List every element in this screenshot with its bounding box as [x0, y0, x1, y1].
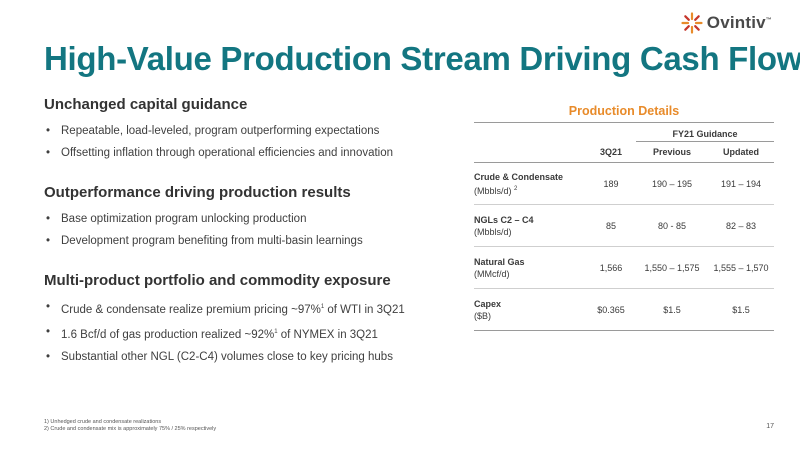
footnote-ref: 1	[274, 328, 278, 335]
cell-3q21: 1,566	[586, 246, 636, 289]
bullet-item: 1.6 Bcf/d of gas production realized ~92…	[44, 321, 454, 346]
row-label: Crude & Condensate (Mbbls/d) 2	[474, 162, 586, 205]
bullet-list: Base optimization program unlocking prod…	[44, 208, 454, 252]
cell-updated: $1.5	[708, 288, 774, 331]
bullet-item: Repeatable, load-leveled, program outper…	[44, 120, 454, 142]
section-heading: Multi-product portfolio and commodity ex…	[44, 272, 391, 289]
row-label: NGLs C2 – C4 (Mbbls/d)	[474, 204, 586, 247]
highlights-column: Unchanged capital guidance Repeatable, l…	[44, 96, 454, 388]
section-heading: Unchanged capital guidance	[44, 96, 248, 113]
header-blank	[474, 122, 586, 142]
bullet-list: Crude & condensate realize premium prici…	[44, 296, 454, 368]
footnotes: 1) Unhedged crude and condensate realiza…	[44, 419, 216, 433]
cell-3q21: 85	[586, 204, 636, 247]
bullet-item: Base optimization program unlocking prod…	[44, 208, 454, 230]
section-heading: Outperformance driving production result…	[44, 184, 351, 201]
row-label: Capex ($B)	[474, 288, 586, 331]
header-blank	[586, 122, 636, 142]
section-capital-guidance: Unchanged capital guidance Repeatable, l…	[44, 96, 454, 164]
table-row: Natural Gas (MMcf/d) 1,566 1,550 – 1,575 …	[474, 246, 774, 289]
bullet-item: Substantial other NGL (C2-C4) volumes cl…	[44, 346, 454, 368]
production-details-panel: Production Details FY21 Guidance 3Q21 Pr…	[474, 104, 774, 331]
cell-previous: $1.5	[636, 288, 708, 331]
page-title: High-Value Production Stream Driving Cas…	[44, 40, 800, 77]
table-row: Crude & Condensate (Mbbls/d) 2 189 190 – …	[474, 162, 774, 205]
footnote-ref: 1	[320, 304, 325, 310]
production-details-table: FY21 Guidance 3Q21 Previous Updated Crud…	[474, 122, 774, 331]
header-blank	[474, 141, 586, 163]
column-header-previous: Previous	[636, 141, 708, 163]
footnote-ref: 2	[514, 185, 518, 192]
footnote-1: 1) Unhedged crude and condensate realiza…	[44, 419, 162, 425]
bullet-item: Offsetting inflation through operational…	[44, 142, 454, 164]
bullet-item: Crude & condensate realize premium prici…	[44, 296, 454, 321]
cell-3q21: $0.365	[586, 288, 636, 331]
section-production-results: Outperformance driving production result…	[44, 184, 454, 252]
cell-updated: 191 – 194	[708, 162, 774, 205]
company-logo: Ovintiv™	[681, 10, 772, 36]
column-header-updated: Updated	[708, 141, 774, 163]
logo-text: Ovintiv™	[706, 13, 772, 32]
cell-previous: 80 - 85	[636, 204, 708, 247]
cell-updated: 1,555 – 1,570	[708, 246, 774, 289]
footnote-2: 2) Crude and condensate mix is approxima…	[44, 426, 217, 432]
cell-previous: 190 – 195	[636, 162, 708, 205]
cell-updated: 82 – 83	[708, 204, 774, 247]
bullet-list: Repeatable, load-leveled, program outper…	[44, 120, 454, 164]
ovintiv-logo-icon	[681, 12, 703, 34]
table-row: Capex ($B) $0.365 $1.5 $1.5	[474, 288, 774, 331]
row-label: Natural Gas (MMcf/d)	[474, 246, 586, 289]
page-number: 17	[766, 423, 774, 430]
cell-previous: 1,550 – 1,575	[636, 246, 708, 289]
section-commodity-exposure: Multi-product portfolio and commodity ex…	[44, 272, 454, 368]
table-row: NGLs C2 – C4 (Mbbls/d) 85 80 - 85 82 – 83	[474, 204, 774, 247]
table-title: Production Details	[568, 104, 680, 118]
cell-3q21: 189	[586, 162, 636, 205]
bullet-item: Development program benefiting from mult…	[44, 230, 454, 252]
fy21-guidance-header: FY21 Guidance	[636, 122, 774, 142]
column-header-3q21: 3Q21	[586, 141, 636, 163]
